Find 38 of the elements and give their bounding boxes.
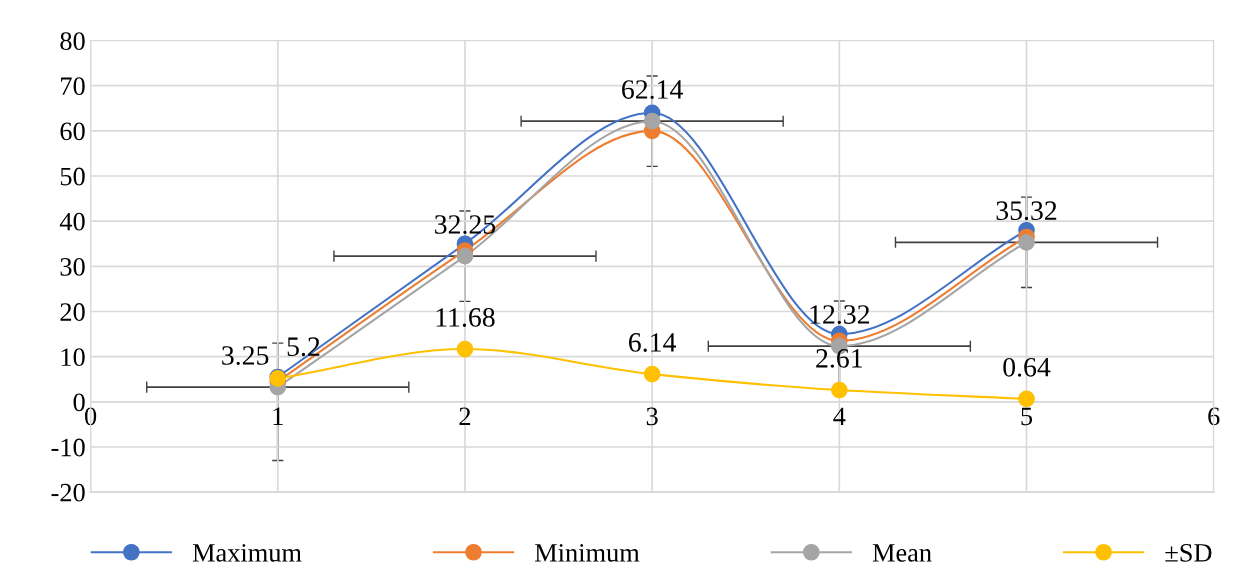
point	[643, 112, 661, 130]
data-label: 0.64	[1003, 357, 1051, 377]
legend-label: Minimum	[534, 543, 640, 562]
x-tick-label: 4	[833, 407, 846, 425]
y-tick-label: -10	[51, 438, 85, 457]
y-tick-label: 40	[59, 212, 85, 231]
y-tick-label: -20	[51, 483, 85, 502]
data-label: 62.14	[622, 80, 683, 99]
x-tick-label: 5	[1021, 407, 1033, 426]
x-tick-label: 0	[85, 407, 97, 426]
data-label: 6.14	[629, 333, 677, 352]
point	[830, 381, 848, 399]
legend-label: ±SD	[1165, 543, 1212, 562]
point	[1018, 390, 1035, 408]
data-label: 35.32	[996, 201, 1057, 221]
point	[643, 365, 661, 383]
legend-label: Maximum	[192, 543, 302, 562]
y-tick-label: 60	[60, 122, 85, 141]
point	[1018, 233, 1035, 251]
x-tick-label: 6	[1208, 407, 1220, 426]
y-tick-label: 10	[61, 348, 85, 367]
y-tick-label: 20	[60, 303, 85, 321]
x-tick-label: 2	[459, 407, 471, 425]
point	[456, 247, 474, 265]
data-label: 11.68	[436, 308, 495, 327]
y-tick-label: 80	[60, 32, 85, 50]
data-label: 2.61	[816, 349, 862, 368]
x-tick-label: 1	[273, 407, 283, 425]
legend-label: Mean	[872, 544, 932, 562]
data-label: 3.25	[222, 346, 269, 365]
data-label: 5.2	[287, 337, 320, 357]
y-tick-label: 50	[60, 167, 85, 186]
y-tick-label: 0	[73, 393, 85, 412]
y-tick-label: 30	[60, 257, 85, 276]
y-tick-label: 70	[61, 77, 85, 96]
x-tick-label: 3	[646, 407, 658, 426]
data-label: 12.32	[810, 305, 870, 324]
point	[456, 340, 474, 358]
